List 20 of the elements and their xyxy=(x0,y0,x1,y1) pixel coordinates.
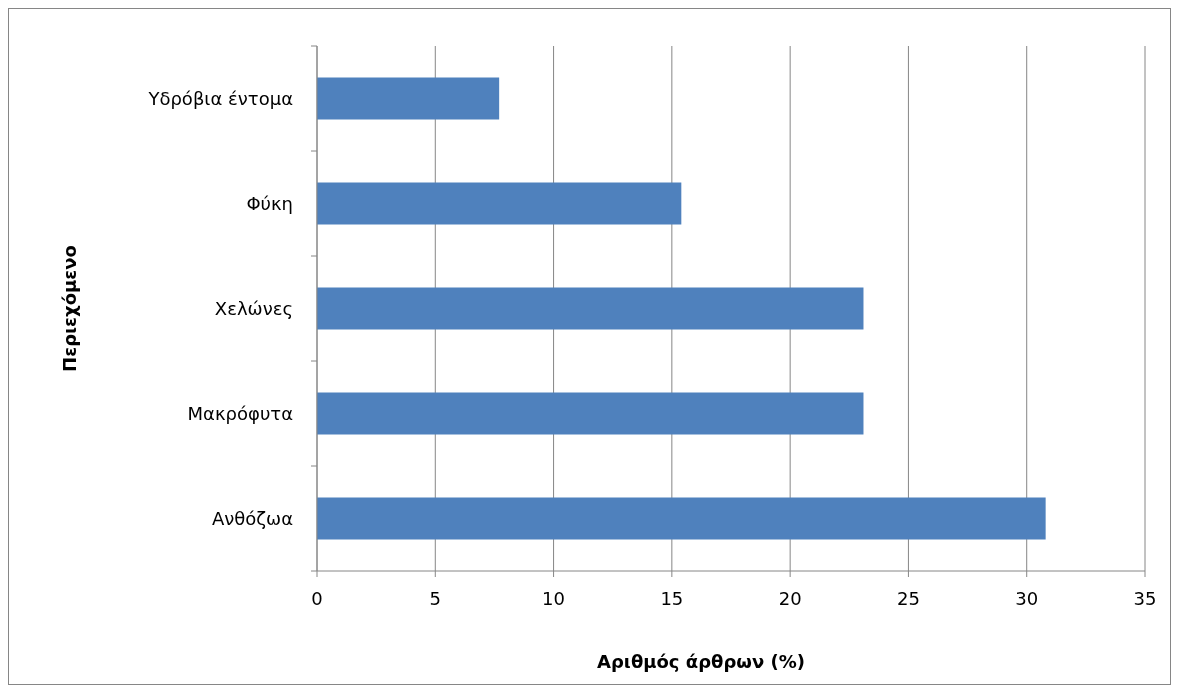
y-tick-label: Μακρόφυτα xyxy=(187,402,293,424)
y-axis-title: Περιεχόμενο xyxy=(59,245,80,372)
x-tick-label: 10 xyxy=(542,588,566,609)
bar xyxy=(317,497,1046,540)
x-tick-label: 20 xyxy=(778,588,802,609)
bar xyxy=(317,182,682,225)
x-tick-label: 30 xyxy=(1015,588,1039,609)
y-tick-label: Ανθόζωα xyxy=(211,507,293,529)
x-tick-label: 25 xyxy=(896,588,920,609)
x-axis-title: Αριθμός άρθρων (%) xyxy=(597,651,805,672)
y-tick-label: Χελώνες xyxy=(214,297,293,319)
bar xyxy=(317,77,500,120)
y-tick-label: Φύκη xyxy=(246,192,293,214)
x-tick-label: 15 xyxy=(660,588,684,609)
bar xyxy=(317,392,864,435)
x-tick-label: 0 xyxy=(311,588,323,609)
x-tick-label: 35 xyxy=(1133,588,1157,609)
y-tick-label: Υδρόβια έντομα xyxy=(147,87,293,109)
x-tick-label: 5 xyxy=(429,588,442,609)
bar xyxy=(317,287,864,330)
